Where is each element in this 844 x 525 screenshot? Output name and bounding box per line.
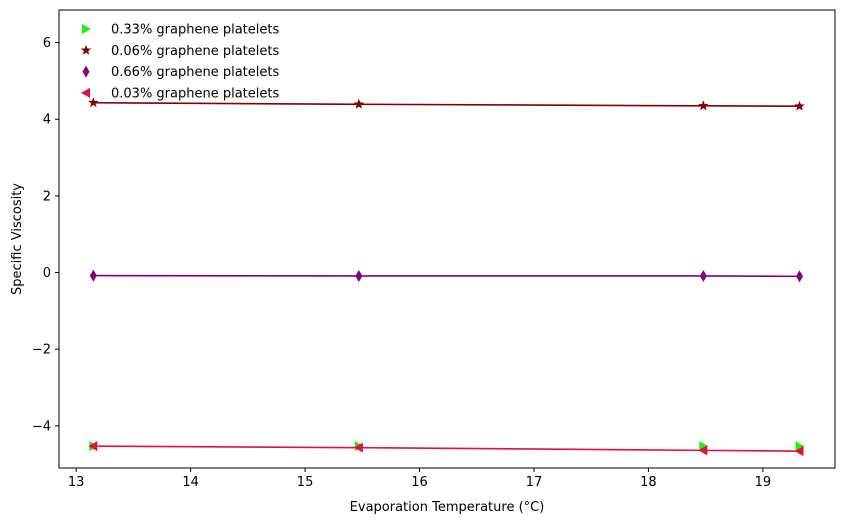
legend-marker-1 bbox=[80, 44, 92, 55]
series-lines bbox=[93, 101, 800, 452]
y-tick-label: 4 bbox=[43, 113, 51, 128]
series-markers bbox=[88, 97, 805, 457]
data-point-s2-2 bbox=[699, 269, 707, 282]
data-point-s1-3 bbox=[794, 100, 805, 111]
data-point-s2-1 bbox=[355, 269, 363, 282]
x-axis-label: Evaporation Temperature (°C) bbox=[350, 500, 545, 515]
x-tick-label: 14 bbox=[182, 475, 199, 490]
y-axis-ticks: −4 −2 0 2 4 6 bbox=[32, 36, 59, 434]
data-point-s3-0 bbox=[88, 441, 98, 452]
legend-marker-3 bbox=[81, 87, 90, 98]
legend: 0.33% graphene platelets 0.06% graphene p… bbox=[80, 23, 279, 101]
data-point-s3-2 bbox=[698, 445, 708, 456]
data-point-s3-3 bbox=[794, 446, 804, 457]
x-tick-label: 18 bbox=[640, 475, 657, 490]
legend-label-2: 0.66% graphene platelets bbox=[111, 65, 279, 80]
x-axis-ticks: 13 14 15 16 17 18 19 bbox=[68, 468, 771, 490]
data-point-s3-1 bbox=[353, 442, 363, 453]
data-point-s2-0 bbox=[89, 269, 97, 282]
series-line-1 bbox=[93, 101, 800, 107]
data-point-s1-1 bbox=[353, 98, 365, 109]
y-tick-label: −4 bbox=[32, 419, 51, 434]
legend-marker-0 bbox=[82, 24, 91, 34]
x-tick-label: 15 bbox=[297, 475, 314, 490]
y-axis-label: Specific Viscosity bbox=[10, 183, 25, 295]
data-point-s0-3 bbox=[795, 441, 805, 452]
legend-marker-2 bbox=[82, 65, 90, 78]
x-tick-label: 19 bbox=[755, 475, 772, 490]
y-tick-label: 6 bbox=[43, 36, 51, 51]
x-tick-label: 17 bbox=[526, 475, 543, 490]
y-tick-label: −2 bbox=[32, 343, 51, 358]
data-point-s1-0 bbox=[88, 97, 99, 108]
legend-label-0: 0.33% graphene platelets bbox=[111, 23, 279, 38]
legend-label-1: 0.06% graphene platelets bbox=[111, 44, 279, 59]
data-point-s2-3 bbox=[796, 270, 804, 283]
y-tick-label: 0 bbox=[43, 266, 51, 281]
y-tick-label: 2 bbox=[43, 189, 51, 204]
x-tick-label: 13 bbox=[68, 475, 85, 490]
legend-label-3: 0.03% graphene platelets bbox=[111, 86, 279, 101]
x-tick-label: 16 bbox=[411, 475, 428, 490]
series-line-2 bbox=[93, 274, 800, 278]
plot-area bbox=[58, 9, 836, 469]
series-line-3 bbox=[93, 445, 800, 452]
data-point-s1-2 bbox=[698, 100, 709, 111]
